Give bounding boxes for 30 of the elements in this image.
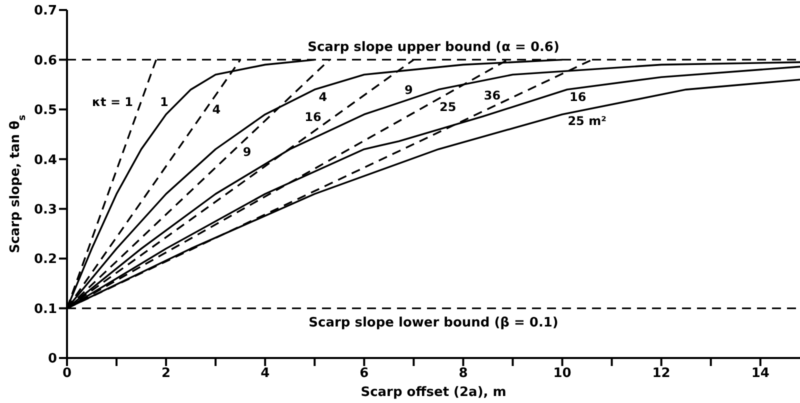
series-label: 4 [318, 90, 328, 104]
x-tick-label: 4 [260, 366, 270, 382]
y-tick-label: 0.5 [34, 103, 57, 118]
x-tick-label: 12 [652, 366, 670, 382]
series-label: 4 [212, 102, 221, 117]
y-tick-label: 0.6 [34, 53, 57, 68]
series-label: 25 m² [568, 114, 606, 128]
x-tick-label: 10 [553, 366, 572, 382]
y-tick-label: 0.3 [34, 202, 57, 218]
x-tick-label: 2 [162, 366, 171, 382]
y-tick-label: 0.4 [34, 152, 57, 168]
ref-line-label: Scarp slope upper bound (α = 0.6) [308, 40, 560, 55]
series-label: 36 [484, 88, 501, 103]
y-tick-label: 0 [48, 352, 57, 367]
x-tick-label: 0 [62, 366, 72, 382]
series-label: 16 [569, 90, 586, 104]
x-tick-label: 8 [458, 366, 468, 382]
ref-line-label: Scarp slope lower bound (β = 0.1) [308, 315, 558, 330]
x-tick-label: 14 [751, 366, 770, 382]
series-label: 16 [304, 110, 322, 124]
x-tick-label: 6 [360, 366, 369, 382]
y-tick-label: 0.2 [34, 252, 57, 268]
series-label: 9 [242, 144, 252, 159]
x-axis-title: Scarp offset (2a), m [360, 385, 506, 400]
series-label: 25 [440, 100, 456, 114]
series-label: κt = 1 [92, 95, 134, 110]
series-label: 1 [160, 95, 168, 110]
y-tick-label: 0.7 [34, 4, 57, 19]
y-tick-label: 0.1 [34, 302, 57, 317]
series-label: 9 [404, 83, 413, 98]
